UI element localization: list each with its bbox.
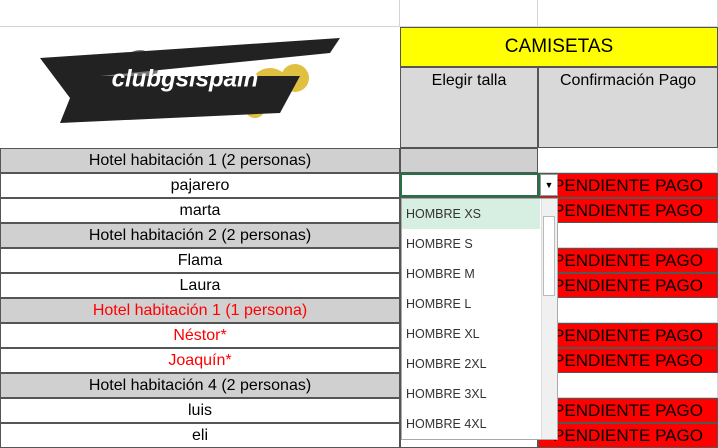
column-header: Confirmación Pago — [538, 67, 718, 148]
payment-cell: PENDIENTE PAGO — [538, 348, 718, 373]
group-row: Hotel habitación 4 (2 personas) — [0, 373, 400, 398]
cell — [400, 148, 538, 173]
column-header: Elegir talla — [400, 67, 538, 148]
payment-cell: PENDIENTE PAGO — [538, 248, 718, 273]
cell — [400, 0, 538, 27]
cell — [538, 298, 718, 323]
name-cell: marta — [0, 198, 400, 223]
dropdown-option[interactable]: HOMBRE 2XL — [402, 349, 540, 379]
group-row: Hotel habitación 2 (2 personas) — [0, 223, 400, 248]
dropdown-option[interactable]: HOMBRE M — [402, 259, 540, 289]
logo-text: clubgsispain — [112, 65, 259, 92]
section-header: CAMISETAS — [400, 27, 718, 67]
scroll-thumb[interactable] — [543, 216, 555, 296]
logo: clubgsispain — [40, 38, 340, 123]
name-cell: luis — [0, 398, 400, 423]
payment-cell: PENDIENTE PAGO — [538, 198, 718, 223]
name-cell: pajarero — [0, 173, 400, 198]
name-cell: Néstor* — [0, 323, 400, 348]
payment-cell: PENDIENTE PAGO — [538, 323, 718, 348]
cell — [538, 223, 718, 248]
payment-cell: PENDIENTE PAGO — [538, 273, 718, 298]
payment-cell: PENDIENTE PAGO — [538, 423, 718, 448]
cell — [538, 373, 718, 398]
dropdown-option[interactable]: HOMBRE XS — [402, 199, 540, 229]
name-cell: Laura — [0, 273, 400, 298]
name-cell: Flama — [0, 248, 400, 273]
dropdown-option[interactable]: HOMBRE S — [402, 229, 540, 259]
payment-cell: PENDIENTE PAGO — [538, 398, 718, 423]
group-row: Hotel habitación 1 (1 persona) — [0, 298, 400, 323]
cell — [0, 0, 400, 27]
name-cell: Joaquín* — [0, 348, 400, 373]
dropdown-option[interactable]: HOMBRE 3XL — [402, 379, 540, 409]
dropdown-option[interactable]: HOMBRE L — [402, 289, 540, 319]
dropdown-button[interactable]: ▼ — [540, 174, 558, 196]
dropdown-option[interactable]: HOMBRE XL — [402, 319, 540, 349]
selected-cell[interactable] — [400, 173, 540, 197]
group-row: Hotel habitación 1 (2 personas) — [0, 148, 400, 173]
dropdown-option[interactable]: HOMBRE 4XL — [402, 409, 540, 439]
cell — [538, 0, 718, 27]
name-cell: eli — [0, 423, 400, 448]
payment-cell: PENDIENTE PAGO — [538, 173, 718, 198]
cell — [538, 148, 718, 173]
